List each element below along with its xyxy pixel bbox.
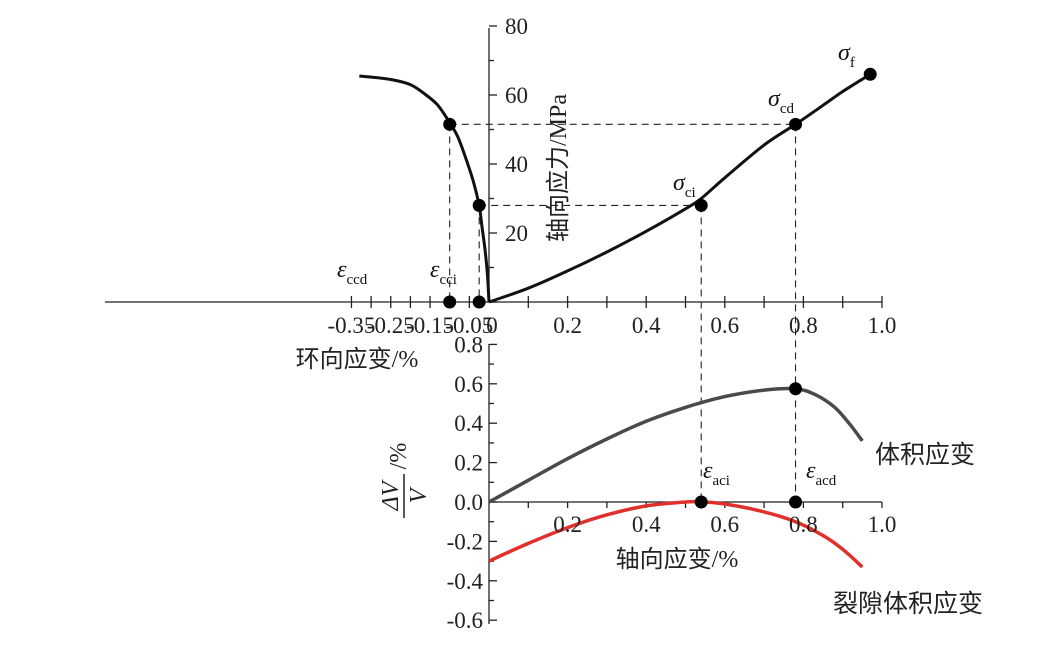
annotation-sigma-f-subscript: f	[850, 55, 855, 71]
annotation-sigma-cd: σcd	[768, 86, 795, 117]
top-y-tick-label: 40	[505, 152, 528, 177]
bottom-y-title-numerator: ΔV	[378, 479, 404, 511]
point-sigma-f	[863, 67, 877, 81]
annotation-sigma-ci: σci	[673, 170, 696, 201]
bottom-y-tick-label: 0.6	[454, 372, 483, 397]
point-eps-ccd	[443, 295, 457, 309]
bottom-y-tick-label: -0.2	[447, 529, 483, 554]
annotation-eps-acd-symbol: ε	[806, 458, 816, 484]
bottom-y-tick-label: 0.8	[454, 332, 483, 357]
point-lateral-ci	[472, 198, 486, 212]
top-y-tick-label: 60	[505, 83, 528, 108]
annotation-eps-ccd-subscript: ccd	[346, 272, 367, 288]
top-x-tick-label: 0.8	[789, 313, 818, 338]
top-x-tick-label: 1.0	[868, 313, 897, 338]
bottom-y-tick-label: 0.2	[454, 451, 483, 476]
bottom-x-tick-label: 1.0	[868, 512, 897, 537]
guide-lines	[449, 123, 797, 502]
annotation-eps-acd-subscript: acd	[815, 473, 836, 489]
lateral-strain-curve	[359, 74, 491, 303]
top-x-axis-title: 环向应变/%	[296, 346, 419, 373]
top-x-tick-label: 0.6	[710, 313, 739, 338]
point-sigma-ci	[694, 198, 708, 212]
bottom-y-tick-label: -0.4	[447, 569, 484, 594]
bottom-y-tick-label: -0.6	[447, 608, 483, 633]
point-eps-aci	[694, 495, 708, 509]
annotation-sigma-cd-subscript: cd	[780, 101, 795, 117]
top-x-tick-label: -0.15	[406, 313, 454, 338]
top-x-tick-label: -0.05	[445, 313, 493, 338]
annotation-sigma-ci-symbol: σ	[673, 170, 686, 196]
bottom-y-axis-title: ΔV V /%	[378, 443, 432, 518]
top-y-tick-label: 20	[505, 221, 528, 246]
point-eps-acd	[789, 495, 803, 509]
top-x-tick-label: 0	[486, 313, 498, 338]
point-eps-cci	[472, 295, 486, 309]
annotation-eps-cci-subscript: cci	[439, 272, 456, 288]
bottom-y-title-denominator: V	[406, 486, 432, 503]
bottom-y-tick-label: 0.4	[454, 411, 483, 436]
top-x-tick-label: -0.25	[367, 313, 415, 338]
point-sigma-cd	[789, 117, 803, 131]
top-x-tick-label: 0.2	[553, 313, 582, 338]
bottom-x-tick-label: 0.2	[553, 512, 582, 537]
annotation-eps-aci-subscript: aci	[712, 473, 729, 489]
annotation-eps-aci-symbol: ε	[703, 458, 713, 484]
bottom-x-tick-label: 0.6	[710, 512, 739, 537]
labels: -0.35-0.25-0.15-0.050 0.2 0.4 0.6 0.8 1.0 20 40…	[296, 14, 983, 633]
top-y-axis-title: 轴向应力/MPa	[545, 94, 572, 242]
series-label-crack-volumetric: 裂隙体积应变	[833, 590, 983, 618]
series-label-volumetric: 体积应变	[875, 441, 975, 469]
annotation-eps-ccd: εccd	[337, 257, 368, 288]
top-y-tick-label: 80	[505, 14, 528, 39]
annotation-sigma-f-symbol: σ	[838, 40, 851, 66]
axial-strain-curve	[488, 73, 871, 304]
point-vol-peak	[789, 382, 803, 396]
point-lateral-cd	[443, 117, 457, 131]
annotation-eps-ccd-symbol: ε	[337, 257, 347, 283]
annotation-eps-cci: εcci	[430, 257, 457, 288]
annotation-sigma-ci-subscript: ci	[685, 185, 696, 201]
bottom-y-title-unit: /%	[386, 443, 412, 470]
bottom-x-tick-label: 0.8	[789, 512, 818, 537]
bottom-x-tick-label: 0.4	[632, 512, 661, 537]
top-x-tick-label: 0.4	[632, 313, 661, 338]
marker-points	[443, 67, 877, 509]
annotation-sigma-f: σf	[838, 40, 855, 71]
annotation-sigma-cd-symbol: σ	[768, 86, 781, 112]
annotation-eps-acd: εacd	[806, 458, 837, 489]
annotation-eps-aci: εaci	[703, 458, 730, 489]
annotation-eps-cci-symbol: ε	[430, 257, 440, 283]
top-x-tick-label: -0.35	[327, 313, 375, 338]
bottom-y-tick-label: 0.0	[454, 490, 483, 515]
volumetric-strain-curve	[488, 386, 864, 504]
bottom-x-axis-title: 轴向应变/%	[616, 546, 739, 573]
